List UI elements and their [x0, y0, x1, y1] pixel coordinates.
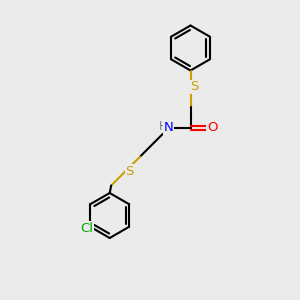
Text: S: S — [125, 165, 134, 178]
Text: N: N — [164, 121, 174, 134]
Text: S: S — [190, 80, 199, 94]
Text: H: H — [158, 120, 167, 133]
Text: O: O — [207, 121, 218, 134]
Text: Cl: Cl — [80, 222, 93, 235]
